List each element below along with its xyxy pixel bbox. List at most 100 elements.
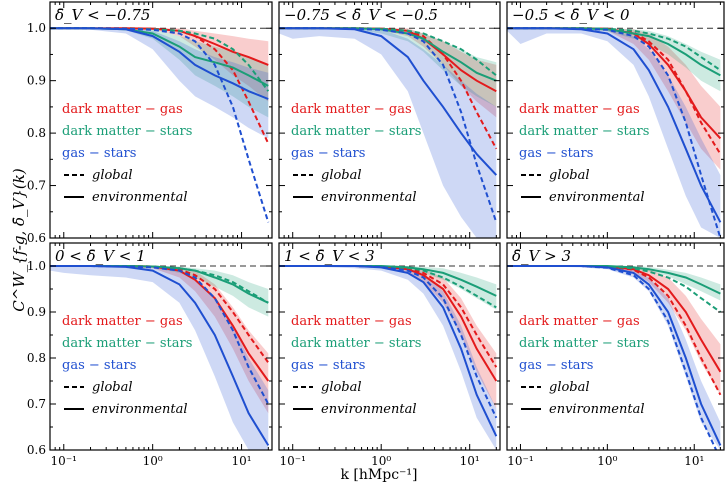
legend-dm-gas: dark matter − gas bbox=[519, 314, 640, 329]
line-dm-stars-global bbox=[279, 27, 497, 77]
x-tick-label: 10⁰ bbox=[143, 454, 163, 468]
legend-global: global bbox=[92, 380, 133, 395]
line-gas-stars-global bbox=[279, 27, 498, 223]
legend-environmental: environmental bbox=[92, 190, 188, 205]
legend-environmental: environmental bbox=[92, 402, 188, 417]
line-dm-stars-global bbox=[507, 265, 721, 313]
legend-dm-stars: dark matter − stars bbox=[291, 124, 421, 139]
y-tick-label: 0.7 bbox=[27, 179, 46, 193]
legend-dm-stars: dark matter − stars bbox=[519, 336, 649, 351]
line-dm-stars-global bbox=[50, 265, 269, 304]
line-gas-stars-global bbox=[279, 265, 498, 419]
legend-global: global bbox=[92, 168, 133, 183]
band-dm-stars bbox=[50, 266, 269, 317]
line-gas-stars-environmental bbox=[507, 265, 722, 446]
line-gas-stars-environmental bbox=[50, 265, 270, 446]
legend-dm-gas: dark matter − gas bbox=[62, 314, 183, 329]
legend-dm-stars: dark matter − stars bbox=[291, 336, 421, 351]
line-gas-stars-environmental bbox=[50, 27, 269, 100]
legend-global: global bbox=[321, 380, 362, 395]
line-gas-stars-global bbox=[50, 27, 270, 223]
y-tick-label: 0.9 bbox=[27, 305, 46, 319]
x-tick-label: 10¹ bbox=[460, 454, 480, 468]
line-dm-stars-global bbox=[50, 27, 270, 92]
panel-1: 0.6 0.7 0.8 0.9 1.0 δ̄_V < −0.75 dark matter −… bbox=[27, 1, 273, 245]
legend: dark matter − gas dark matter − stars gas … bbox=[519, 314, 649, 417]
legend-dm-stars: dark matter − stars bbox=[62, 336, 192, 351]
legend-environmental: environmental bbox=[549, 402, 645, 417]
line-gas-stars-environmental bbox=[507, 27, 722, 223]
panel-title: −0.75 < δ̄_V < −0.5 bbox=[284, 6, 438, 24]
line-gas-stars-global bbox=[507, 27, 722, 238]
line-gas-stars-environmental bbox=[279, 27, 498, 176]
x-axis-label: k [hMpc⁻¹] bbox=[340, 467, 417, 483]
band-dm-gas bbox=[50, 266, 269, 414]
line-gas-stars-global bbox=[50, 265, 270, 405]
legend-gas-stars: gas − stars bbox=[519, 146, 593, 161]
legend: dark matter − gas dark matter − stars gas … bbox=[291, 314, 421, 417]
y-tick-label: 0.6 bbox=[27, 443, 46, 457]
panel-frame bbox=[506, 1, 725, 239]
panel-title: 0 < δ̄_V < 1 bbox=[55, 247, 146, 265]
panel-frame bbox=[506, 242, 725, 451]
legend-dm-gas: dark matter − gas bbox=[291, 314, 412, 329]
band-dm-gas bbox=[507, 266, 721, 395]
line-dm-stars-global bbox=[507, 27, 721, 72]
legend: dark matter − gas dark matter − stars gas … bbox=[291, 102, 421, 205]
x-tick-label: 10¹ bbox=[232, 454, 252, 468]
x-tick-label: 10⁰ bbox=[371, 454, 391, 468]
legend-environmental: environmental bbox=[321, 190, 417, 205]
y-tick-label: 1.0 bbox=[27, 21, 46, 35]
plot-area bbox=[279, 265, 500, 450]
legend-gas-stars: gas − stars bbox=[62, 358, 136, 373]
legend: dark matter − gas dark matter − stars gas … bbox=[62, 102, 192, 205]
x-tick-label: 10⁰ bbox=[597, 454, 617, 468]
legend-dm-gas: dark matter − gas bbox=[291, 102, 412, 117]
legend-dm-gas: dark matter − gas bbox=[519, 102, 640, 117]
panel-title: δ̄_V > 3 bbox=[512, 247, 571, 265]
panel-title: 1 < δ̄_V < 3 bbox=[284, 247, 375, 265]
band-dm-stars bbox=[507, 266, 721, 301]
legend-environmental: environmental bbox=[321, 402, 417, 417]
y-tick-label: 0.9 bbox=[27, 74, 46, 88]
plot-area bbox=[507, 265, 724, 450]
panels-group: 0.6 0.7 0.8 0.9 1.0 δ̄_V < −0.75 dark matter −… bbox=[27, 1, 725, 468]
legend-gas-stars: gas − stars bbox=[519, 358, 593, 373]
line-dm-stars-global bbox=[279, 265, 497, 309]
y-tick-label: 1.0 bbox=[27, 259, 46, 273]
legend-global: global bbox=[549, 168, 590, 183]
legend: dark matter − gas dark matter − stars gas … bbox=[519, 102, 649, 205]
y-tick-label: 0.6 bbox=[27, 231, 46, 245]
line-gas-stars-environmental bbox=[279, 265, 498, 437]
legend-dm-gas: dark matter − gas bbox=[62, 102, 183, 117]
plot-area bbox=[507, 27, 724, 238]
legend-global: global bbox=[321, 168, 362, 183]
line-dm-gas-global bbox=[507, 27, 722, 155]
legend-environmental: environmental bbox=[549, 190, 645, 205]
x-tick-label: 10⁻¹ bbox=[51, 454, 77, 468]
legend-global: global bbox=[549, 380, 590, 395]
band-gas-stars bbox=[279, 28, 497, 238]
legend-gas-stars: gas − stars bbox=[291, 146, 365, 161]
y-tick-label: 0.8 bbox=[27, 126, 46, 140]
panel-4: 0.6 0.7 0.8 0.9 1.0 10⁻¹ 10⁰ 10¹ 0 < δ̄_V < 1 dar… bbox=[27, 242, 273, 468]
legend-dm-stars: dark matter − stars bbox=[62, 124, 192, 139]
band-gas-stars bbox=[507, 28, 721, 238]
y-tick-label: 0.7 bbox=[27, 397, 46, 411]
y-tick-label: 0.8 bbox=[27, 351, 46, 365]
plot-area bbox=[50, 265, 272, 450]
plot-area bbox=[279, 27, 500, 238]
band-dm-stars bbox=[279, 28, 497, 107]
y-axis-label-group: C^W_{f-g, δ̄_V}(k) bbox=[10, 168, 28, 312]
legend-dm-stars: dark matter − stars bbox=[519, 124, 649, 139]
x-tick-label: 10⁻¹ bbox=[507, 454, 533, 468]
panel-title: δ̄_V < −0.75 bbox=[55, 6, 150, 24]
legend-gas-stars: gas − stars bbox=[291, 358, 365, 373]
legend: dark matter − gas dark matter − stars gas … bbox=[62, 314, 192, 417]
plot-area bbox=[50, 27, 272, 223]
